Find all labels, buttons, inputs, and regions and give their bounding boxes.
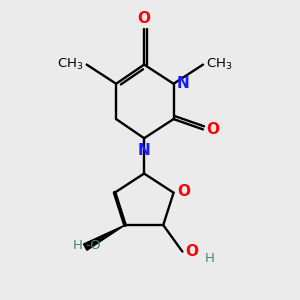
Text: H: H xyxy=(205,252,214,266)
Polygon shape xyxy=(83,225,125,250)
Text: -O: -O xyxy=(85,239,101,252)
Text: O: O xyxy=(185,244,198,259)
Text: CH$_3$: CH$_3$ xyxy=(57,57,84,72)
Text: H: H xyxy=(72,239,82,252)
Text: N: N xyxy=(176,76,189,91)
Text: CH$_3$: CH$_3$ xyxy=(206,57,232,72)
Text: O: O xyxy=(177,184,190,199)
Text: N: N xyxy=(138,142,151,158)
Text: O: O xyxy=(138,11,151,26)
Text: O: O xyxy=(206,122,220,137)
